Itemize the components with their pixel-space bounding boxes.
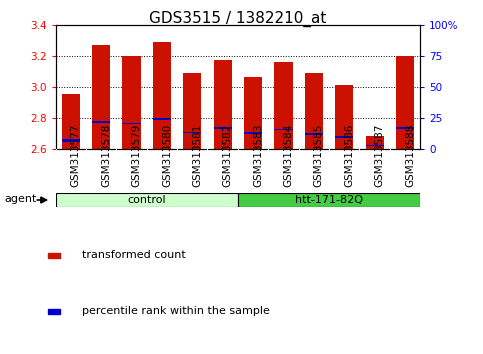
Bar — [153, 118, 171, 120]
Text: percentile rank within the sample: percentile rank within the sample — [82, 306, 270, 316]
Text: transformed count: transformed count — [82, 250, 186, 261]
Bar — [244, 132, 262, 133]
Text: control: control — [128, 195, 166, 205]
Bar — [335, 136, 354, 138]
Text: GSM313585: GSM313585 — [314, 124, 324, 187]
Bar — [48, 309, 60, 314]
Text: GSM313587: GSM313587 — [375, 124, 384, 187]
Text: GSM313583: GSM313583 — [253, 124, 263, 187]
Text: GSM313584: GSM313584 — [284, 124, 294, 187]
Bar — [122, 123, 141, 124]
Bar — [153, 42, 171, 149]
Bar — [213, 61, 232, 149]
Text: GDS3515 / 1382210_at: GDS3515 / 1382210_at — [149, 11, 327, 27]
Bar — [238, 193, 420, 207]
Bar — [62, 139, 80, 142]
Bar — [183, 132, 201, 133]
Bar — [366, 136, 384, 149]
Text: GSM313578: GSM313578 — [101, 124, 111, 187]
Bar — [48, 253, 60, 258]
Bar — [183, 73, 201, 149]
Bar — [396, 127, 414, 129]
Bar — [366, 145, 384, 146]
Bar — [122, 56, 141, 149]
Bar — [62, 95, 80, 149]
Bar — [305, 73, 323, 149]
Text: GSM313581: GSM313581 — [192, 124, 202, 187]
Text: GSM313579: GSM313579 — [131, 124, 142, 187]
Text: GSM313586: GSM313586 — [344, 124, 354, 187]
Bar — [396, 56, 414, 149]
Text: GSM313588: GSM313588 — [405, 124, 415, 187]
Bar — [244, 78, 262, 149]
Text: htt-171-82Q: htt-171-82Q — [295, 195, 363, 205]
Bar — [274, 62, 293, 149]
Bar — [274, 129, 293, 130]
Text: GSM313577: GSM313577 — [71, 124, 81, 187]
Bar — [92, 45, 110, 149]
Text: GSM313582: GSM313582 — [223, 124, 233, 187]
Bar — [335, 85, 354, 149]
Bar — [92, 121, 110, 123]
Bar — [305, 133, 323, 135]
Bar — [56, 193, 238, 207]
Text: GSM313580: GSM313580 — [162, 124, 172, 187]
Bar — [213, 127, 232, 129]
Text: agent: agent — [4, 194, 37, 204]
